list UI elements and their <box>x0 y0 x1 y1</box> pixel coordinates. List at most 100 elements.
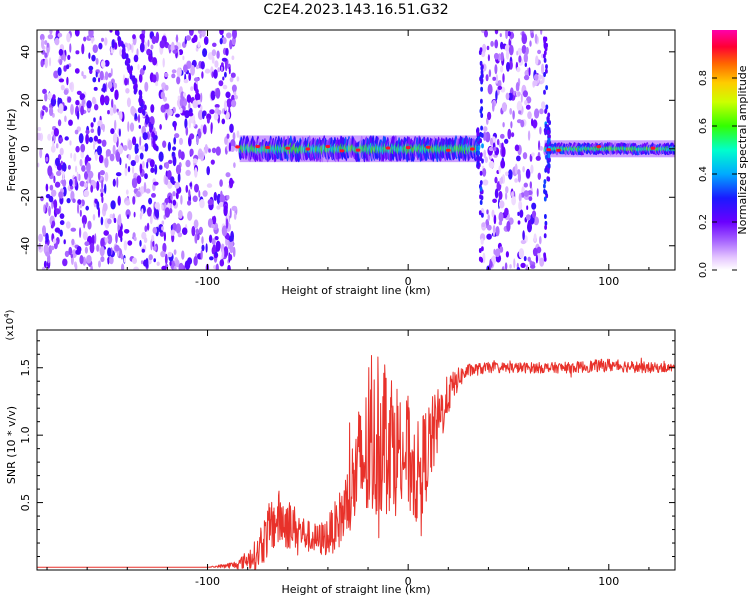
noise-speck <box>107 256 110 265</box>
noise-speck <box>156 261 160 266</box>
noise-speck <box>103 230 109 236</box>
noise-speck <box>202 190 208 197</box>
noise-speck <box>207 198 214 206</box>
burst-speck <box>543 233 547 239</box>
noise-speck <box>487 214 490 222</box>
band-peak-5 <box>325 144 331 149</box>
noise-speck <box>62 170 65 181</box>
noise-speck <box>175 223 181 234</box>
noise-speck <box>491 209 495 218</box>
noise-speck <box>53 70 59 79</box>
noise-speck <box>200 61 205 70</box>
noise-speck <box>63 65 67 72</box>
noise-speck <box>194 167 198 178</box>
noise-speck <box>170 176 175 184</box>
noise-speck <box>229 77 234 83</box>
noise-speck <box>487 54 490 62</box>
noise-speck <box>134 154 140 164</box>
noise-speck <box>99 70 104 81</box>
noise-speck <box>487 84 493 95</box>
spectrogram-marks <box>37 30 675 270</box>
noise-speck <box>161 204 164 211</box>
noise-speck <box>213 191 217 201</box>
burst-speck <box>480 257 484 263</box>
noise-speck <box>153 181 159 186</box>
noise-speck <box>98 77 101 83</box>
noise-speck <box>130 160 136 167</box>
x-tick-label: 0 <box>405 275 412 288</box>
noise-speck <box>91 96 96 105</box>
noise-speck <box>515 82 520 92</box>
noise-speck <box>201 236 204 245</box>
noise-speck <box>527 256 531 262</box>
noise-speck <box>187 200 192 206</box>
noise-speck <box>183 79 189 84</box>
noise-speck <box>43 260 47 269</box>
burst-speck <box>544 46 548 52</box>
noise-speck <box>123 145 128 151</box>
noise-speck <box>69 43 72 53</box>
noise-speck <box>96 145 102 156</box>
noise-speck <box>171 233 175 243</box>
noise-speck <box>81 99 86 105</box>
noise-speck <box>104 237 109 243</box>
noise-speck <box>174 133 180 139</box>
burst-speck <box>543 179 547 185</box>
noise-speck <box>61 162 67 172</box>
noise-speck <box>66 64 70 70</box>
noise-speck <box>496 138 500 146</box>
noise-speck <box>531 210 537 219</box>
noise-speck <box>70 104 74 115</box>
noise-speck <box>139 163 143 174</box>
noise-speck <box>501 142 504 150</box>
noise-speck <box>98 260 101 268</box>
noise-speck <box>499 246 504 253</box>
noise-speck <box>193 219 199 229</box>
noise-speck <box>62 258 68 267</box>
noise-speck <box>509 264 512 269</box>
noise-speck <box>117 111 120 116</box>
noise-speck <box>42 88 47 95</box>
noise-speck <box>99 170 105 176</box>
noise-speck <box>516 50 519 56</box>
noise-speck <box>170 224 173 231</box>
noise-speck <box>188 118 192 129</box>
noise-speck <box>97 207 101 218</box>
noise-speck <box>142 65 146 71</box>
noise-speck <box>498 200 505 209</box>
noise-speck <box>172 155 177 167</box>
noise-speck <box>101 37 104 42</box>
colorbar-ticks: 0.0 0.2 0.4 0.6 0.8 <box>698 70 737 278</box>
noise-speck <box>144 81 149 92</box>
noise-speck <box>211 147 217 154</box>
noise-speck <box>524 100 528 106</box>
noise-speck <box>211 56 215 64</box>
noise-speck <box>196 135 199 145</box>
burst-speck <box>480 86 483 92</box>
burst-speck <box>545 104 549 110</box>
noise-speck <box>537 49 542 55</box>
noise-speck <box>172 199 177 206</box>
noise-speck <box>222 84 228 90</box>
noise-speck <box>54 181 61 188</box>
noise-speck <box>225 91 231 99</box>
noise-speck <box>219 30 224 36</box>
noise-speck <box>107 110 110 115</box>
noise-speck <box>70 152 73 159</box>
noise-speck <box>54 37 60 46</box>
noise-speck <box>126 97 131 108</box>
noise-speck <box>79 255 84 265</box>
noise-speck <box>168 109 173 116</box>
burst-speck <box>544 108 547 114</box>
noise-speck <box>199 199 205 209</box>
noise-speck <box>163 103 170 110</box>
noise-speck <box>125 163 128 169</box>
noise-speck <box>150 240 153 251</box>
noise-speck <box>104 95 110 104</box>
noise-speck <box>492 225 496 233</box>
noise-speck <box>489 137 494 146</box>
noise-speck <box>115 151 121 162</box>
noise-speck <box>535 55 539 66</box>
noise-speck <box>178 209 183 219</box>
noise-speck <box>53 175 56 184</box>
